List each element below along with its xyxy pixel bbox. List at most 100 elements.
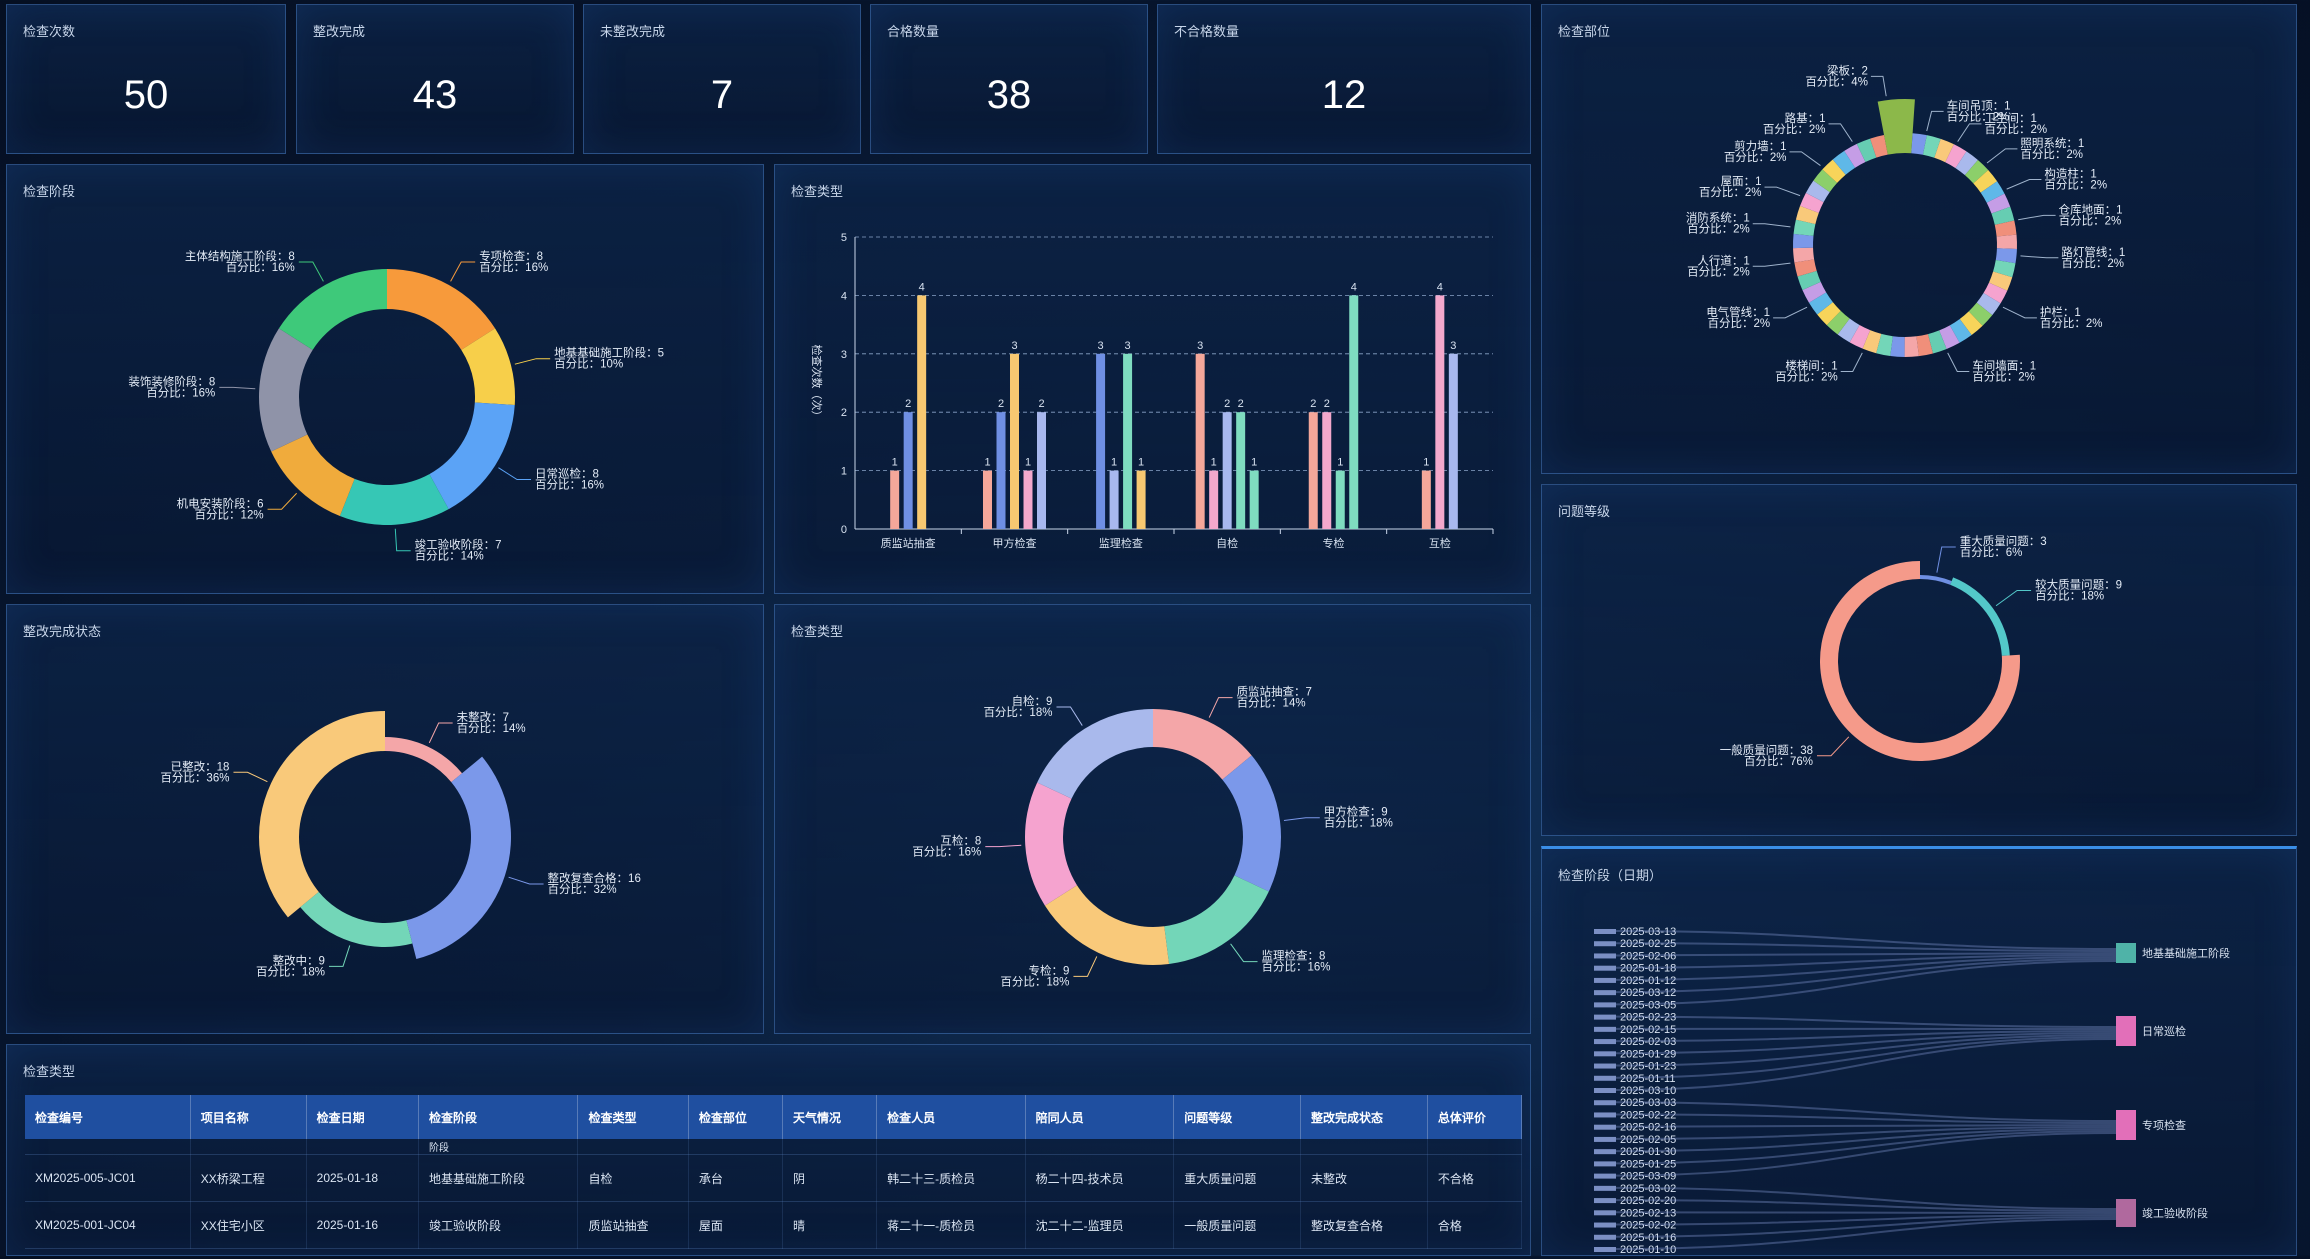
table-header-cell[interactable]: 检查日期 <box>306 1095 418 1139</box>
bar[interactable] <box>1449 354 1458 529</box>
table-header-cell[interactable]: 天气情况 <box>783 1095 877 1139</box>
donut-slice[interactable] <box>387 269 495 350</box>
sankey-stage-node[interactable] <box>2116 1110 2136 1140</box>
bar[interactable] <box>1209 471 1218 529</box>
donut-slice[interactable] <box>1037 709 1153 799</box>
donut-slice[interactable] <box>1920 575 1952 585</box>
donut-slice[interactable] <box>259 711 385 917</box>
sankey-date-node[interactable] <box>1594 941 1616 946</box>
table-header-cell[interactable]: 陪同人员 <box>1025 1095 1174 1139</box>
bar[interactable] <box>1110 471 1119 529</box>
bar[interactable] <box>904 412 913 529</box>
sankey-date-label: 2025-01-10 <box>1620 1244 1676 1256</box>
sankey-date-node[interactable] <box>1594 1210 1616 1215</box>
sankey-date-node[interactable] <box>1594 1186 1616 1191</box>
sankey-date-node[interactable] <box>1594 1002 1616 1007</box>
sankey-date-node[interactable] <box>1594 1015 1616 1020</box>
table-header-cell[interactable]: 检查编号 <box>25 1095 190 1139</box>
table-header-cell[interactable]: 检查部位 <box>688 1095 782 1139</box>
bar[interactable] <box>1236 412 1245 529</box>
sankey-date-node[interactable] <box>1594 1112 1616 1117</box>
table-header-cell[interactable]: 总体评价 <box>1427 1095 1521 1139</box>
sankey-date-node[interactable] <box>1594 1076 1616 1081</box>
bar[interactable] <box>1309 412 1318 529</box>
sankey-date-node[interactable] <box>1594 1027 1616 1032</box>
bar[interactable] <box>997 412 1006 529</box>
sankey-date-node[interactable] <box>1594 978 1616 983</box>
bar[interactable] <box>1096 354 1105 529</box>
sankey-date-node[interactable] <box>1594 966 1616 971</box>
bar[interactable] <box>890 471 899 529</box>
sankey-date-node[interactable] <box>1594 1051 1616 1056</box>
table-header-cell[interactable]: 检查人员 <box>877 1095 1026 1139</box>
bar[interactable] <box>983 471 992 529</box>
bar[interactable] <box>1223 412 1232 529</box>
sankey-link <box>1616 959 2116 992</box>
x-tick-label: 专检 <box>1323 536 1345 550</box>
label-leader-line <box>1958 124 1982 142</box>
bar[interactable] <box>1336 471 1345 529</box>
sankey-date-node[interactable] <box>1594 1100 1616 1105</box>
donut-slice[interactable] <box>1820 561 2020 761</box>
sankey-date-node[interactable] <box>1594 929 1616 934</box>
donut-slice[interactable] <box>1164 875 1269 964</box>
sankey-date-node[interactable] <box>1594 1088 1616 1093</box>
donut-slice[interactable] <box>1793 234 1813 248</box>
sankey-date-node[interactable] <box>1594 1198 1616 1203</box>
slice-label: 路灯管线：1 <box>2061 245 2125 259</box>
bar[interactable] <box>1322 412 1331 529</box>
donut-slice[interactable] <box>1222 755 1281 891</box>
bar[interactable] <box>1137 471 1146 529</box>
sankey-stage-node[interactable] <box>2116 1199 2136 1227</box>
donut-slice[interactable] <box>271 434 354 516</box>
donut-slice[interactable] <box>385 737 462 782</box>
bar[interactable] <box>1422 471 1431 529</box>
bar[interactable] <box>917 295 926 529</box>
sankey-date-node[interactable] <box>1594 1137 1616 1142</box>
table-cell: 自检 <box>578 1155 688 1202</box>
donut-slice[interactable] <box>279 269 387 350</box>
donut-slice[interactable] <box>340 474 449 525</box>
sankey-date-node[interactable] <box>1594 1174 1616 1179</box>
donut-slice[interactable] <box>1045 885 1169 965</box>
table-header-cell[interactable]: 项目名称 <box>190 1095 306 1139</box>
sankey-stage-node[interactable] <box>2116 1016 2136 1046</box>
sankey-date-node[interactable] <box>1594 953 1616 958</box>
sankey-date-node[interactable] <box>1594 1149 1616 1154</box>
bar[interactable] <box>1349 295 1358 529</box>
donut-slice[interactable] <box>429 403 514 510</box>
sankey-stage-node[interactable] <box>2116 943 2136 963</box>
y-tick-label: 1 <box>841 466 847 478</box>
table-header-cell[interactable]: 整改完成状态 <box>1301 1095 1428 1139</box>
bar[interactable] <box>1250 471 1259 529</box>
donut-slice[interactable] <box>1905 336 1919 357</box>
bar[interactable] <box>1024 471 1033 529</box>
sankey-date-node[interactable] <box>1594 990 1616 995</box>
donut-slice[interactable] <box>1025 783 1077 906</box>
sankey-date-node[interactable] <box>1594 1247 1616 1252</box>
sankey-date-node[interactable] <box>1594 1064 1616 1069</box>
donut-slice[interactable] <box>300 892 412 947</box>
bar[interactable] <box>1196 354 1205 529</box>
donut-slice[interactable] <box>1950 577 2010 656</box>
table-row-partial: 阶段 <box>25 1139 1522 1155</box>
bar[interactable] <box>1123 354 1132 529</box>
table-header-cell[interactable]: 检查阶段 <box>418 1095 578 1139</box>
bar[interactable] <box>1435 295 1444 529</box>
sankey-date-node[interactable] <box>1594 1161 1616 1166</box>
sankey-date-node[interactable] <box>1594 1125 1616 1130</box>
sankey-date-node[interactable] <box>1594 1235 1616 1240</box>
bar[interactable] <box>1010 354 1019 529</box>
table-header-cell[interactable]: 检查类型 <box>578 1095 688 1139</box>
bar[interactable] <box>1037 412 1046 529</box>
donut-slice[interactable] <box>259 328 313 451</box>
donut-slice[interactable] <box>1997 235 2017 249</box>
sankey-date-node[interactable] <box>1594 1223 1616 1228</box>
table-cell: XM2025-001-JC04 <box>25 1202 190 1249</box>
slice-percent-label: 百分比：2% <box>1699 186 1762 199</box>
sankey-date-node[interactable] <box>1594 1039 1616 1044</box>
donut-slice[interactable] <box>406 757 511 959</box>
table-header-cell[interactable]: 问题等级 <box>1174 1095 1301 1139</box>
